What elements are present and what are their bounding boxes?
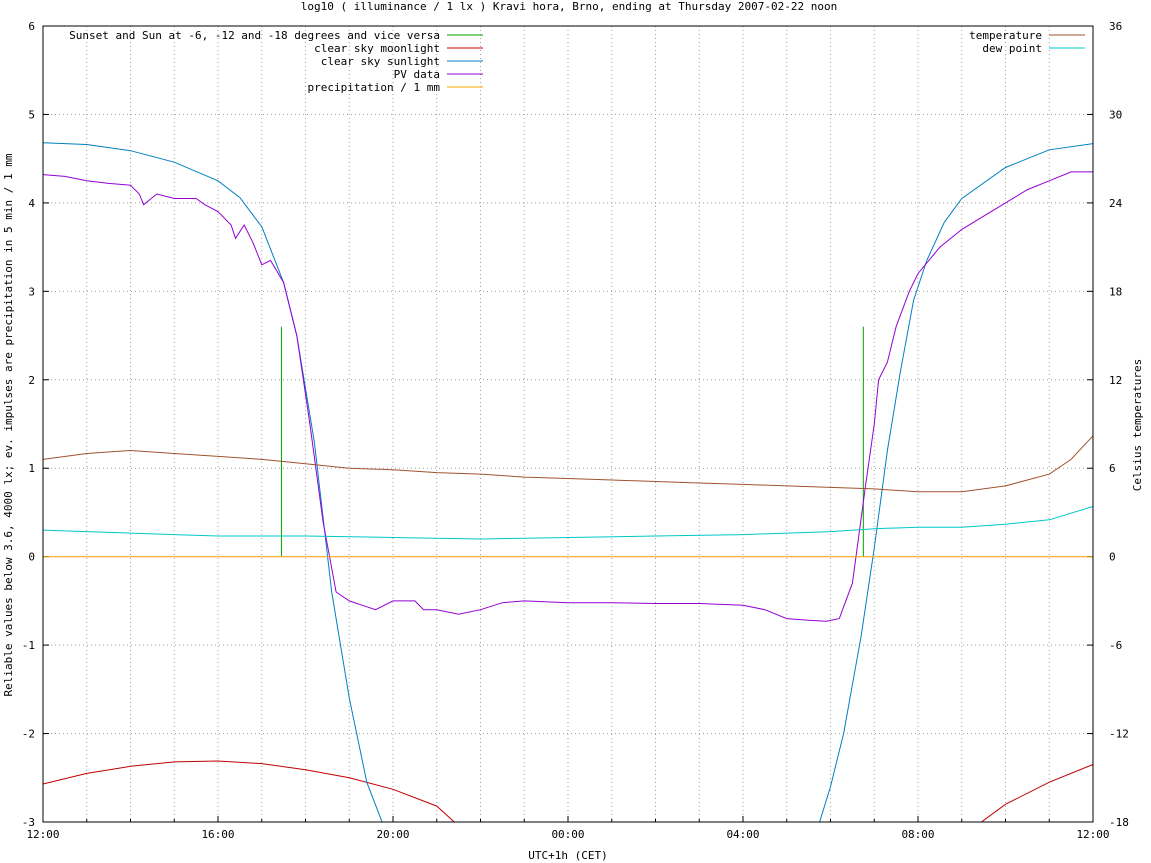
legend-label: Sunset and Sun at -6, -12 and -18 degree…: [69, 29, 440, 42]
x-axis-label: UTC+1h (CET): [528, 849, 607, 862]
y-axis-label: Reliable values below 3.6, 4000 lx; ev. …: [2, 153, 15, 696]
x-tick-label: 20:00: [376, 828, 409, 841]
series-impulses: [280, 326, 864, 557]
legend-label: temperature: [969, 29, 1042, 42]
x-tick-label: 04:00: [726, 828, 759, 841]
y-axis-ticks: -3 -2 -1 0 1 2 3 4 5 6: [22, 20, 1093, 829]
y2-tick-label: 6: [1109, 462, 1116, 475]
y2-tick-label: 0: [1109, 551, 1116, 564]
y2-axis-ticks: -18 -12 -6 0 6 12 18 24 30 36: [1109, 20, 1129, 829]
legend-label: dew point: [982, 42, 1042, 55]
series-line-6: [42, 506, 1094, 540]
plot-frame: [42, 25, 1094, 823]
y2-tick-label: -6: [1109, 639, 1122, 652]
y-tick-label: 2: [28, 374, 35, 387]
y2-axis-label: Celsius temperatures: [1131, 359, 1144, 491]
x-tick-label: 00:00: [551, 828, 584, 841]
y-tick-label: -1: [22, 639, 35, 652]
y2-tick-label: 24: [1109, 197, 1123, 210]
legend-label: clear sky moonlight: [314, 42, 440, 55]
series-line-1: [42, 760, 1094, 823]
legend-label: clear sky sunlight: [321, 55, 440, 68]
x-axis-ticks: 12:00 16:00 20:00 00:00 04:00 08:00 12:00: [26, 816, 1110, 841]
y2-tick-label: 12: [1109, 374, 1122, 387]
y-tick-label: 6: [28, 20, 35, 33]
y2-tick-label: 36: [1109, 20, 1122, 33]
y2-tick-label: -18: [1109, 816, 1129, 829]
y2-tick-label: 18: [1109, 285, 1122, 298]
y-tick-label: -2: [22, 728, 35, 741]
y-tick-label: 1: [28, 462, 35, 475]
y-tick-label: 5: [28, 108, 35, 121]
x-tick-label: 08:00: [901, 828, 934, 841]
x-tick-label: 12:00: [1076, 828, 1109, 841]
x-tick-label: 16:00: [201, 828, 234, 841]
y-tick-label: -3: [22, 816, 35, 829]
legend-label: PV data: [394, 68, 440, 81]
y-tick-label: 4: [28, 197, 35, 210]
legend-left: Sunset and Sun at -6, -12 and -18 degree…: [69, 29, 483, 94]
grid: [43, 26, 1093, 822]
series-line-3: [42, 171, 1093, 622]
series-line-5: [42, 435, 1094, 493]
legend-label: precipitation / 1 mm: [308, 81, 441, 94]
y2-tick-label: -12: [1109, 728, 1129, 741]
y2-tick-label: 30: [1109, 108, 1122, 121]
y-tick-label: 0: [28, 551, 35, 564]
y-tick-label: 3: [28, 285, 35, 298]
chart-title: log10 ( illuminance / 1 lx ) Kravi hora,…: [301, 0, 837, 13]
x-tick-label: 12:00: [26, 828, 59, 841]
